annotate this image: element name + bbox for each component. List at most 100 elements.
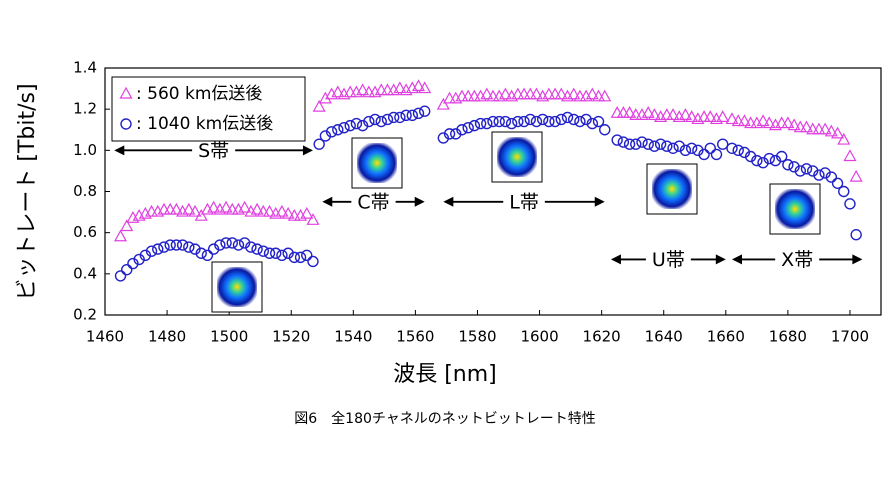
circle-marker bbox=[332, 124, 344, 136]
circle-marker bbox=[561, 111, 574, 124]
circle-marker bbox=[710, 148, 723, 161]
legend-label: : 1040 km伝送後 bbox=[136, 114, 273, 134]
circle-marker bbox=[356, 119, 369, 132]
constellation-image bbox=[775, 189, 815, 229]
triangle-marker bbox=[660, 108, 674, 120]
circle-marker bbox=[543, 115, 555, 128]
y-tick-label: 0.6 bbox=[73, 223, 97, 241]
band-label: S帯 bbox=[198, 140, 229, 162]
circle-marker bbox=[375, 115, 387, 128]
y-tick-label: 1.4 bbox=[73, 59, 97, 77]
circle-marker bbox=[443, 128, 456, 140]
triangle-marker bbox=[616, 106, 630, 118]
circle-marker bbox=[164, 239, 176, 251]
circle-marker bbox=[201, 249, 214, 262]
y-tick-label: 1.0 bbox=[73, 141, 97, 159]
triangle-marker bbox=[163, 202, 177, 215]
circle-marker bbox=[133, 253, 145, 266]
triangle-marker bbox=[592, 89, 606, 102]
circle-marker bbox=[592, 115, 605, 128]
circle-marker bbox=[825, 171, 838, 183]
circle-marker bbox=[518, 115, 530, 128]
caption: 図6 全180チャネルのネットビットレート特性 bbox=[294, 410, 596, 427]
triangle-marker bbox=[182, 202, 196, 215]
triangle-marker bbox=[818, 122, 832, 135]
circle-marker bbox=[751, 154, 763, 167]
triangle-marker bbox=[250, 202, 264, 215]
circle-marker bbox=[307, 255, 319, 268]
circle-marker bbox=[170, 239, 183, 251]
triangle-marker bbox=[312, 99, 326, 112]
circle-marker bbox=[599, 124, 611, 136]
arrow-head bbox=[443, 196, 454, 207]
x-tick-label: 1520 bbox=[272, 328, 310, 346]
circle-marker bbox=[412, 107, 425, 119]
triangle-marker bbox=[849, 169, 863, 182]
circle-marker bbox=[574, 115, 586, 128]
circle-marker bbox=[288, 251, 301, 264]
x-tick-label: 1600 bbox=[520, 328, 558, 346]
circle-marker bbox=[301, 249, 313, 262]
triangle-marker bbox=[517, 87, 531, 100]
circle-marker bbox=[630, 138, 642, 150]
circle-marker bbox=[726, 142, 738, 154]
y-tick-label: 0.8 bbox=[73, 182, 97, 200]
circle-marker bbox=[580, 113, 592, 126]
circle-marker bbox=[381, 113, 394, 126]
triangle-marker bbox=[548, 87, 562, 100]
circle-marker bbox=[195, 247, 207, 259]
triangle-marker bbox=[756, 114, 770, 127]
circle-marker bbox=[648, 140, 661, 152]
triangle-marker bbox=[393, 81, 407, 94]
triangle-marker bbox=[744, 116, 758, 129]
x-axis-label: 波長 [nm] bbox=[393, 362, 497, 387]
triangle-marker bbox=[145, 204, 159, 217]
circle-marker bbox=[319, 130, 332, 142]
circle-marker bbox=[788, 161, 800, 173]
triangle-marker bbox=[498, 87, 512, 100]
circle-marker bbox=[363, 115, 375, 128]
circle-marker bbox=[214, 239, 226, 251]
circle-marker bbox=[121, 264, 133, 276]
triangle-marker bbox=[725, 112, 739, 125]
circle-marker bbox=[807, 165, 819, 177]
circle-marker bbox=[611, 134, 623, 146]
circle-marker bbox=[114, 270, 127, 282]
triangle-marker bbox=[641, 106, 655, 118]
circle-marker bbox=[232, 239, 245, 251]
y-axis-label: ビットレート [Tbit/s] bbox=[15, 83, 40, 300]
circle-marker bbox=[276, 249, 288, 262]
triangle-marker bbox=[306, 213, 320, 225]
triangle-marker bbox=[623, 106, 637, 118]
triangle-marker bbox=[598, 89, 612, 102]
circle-marker bbox=[419, 105, 431, 117]
circle-marker bbox=[245, 241, 257, 253]
arrow-head bbox=[715, 254, 726, 265]
x-tick-label: 1560 bbox=[396, 328, 434, 346]
triangle-marker bbox=[573, 89, 587, 102]
circle-marker bbox=[623, 138, 636, 150]
triangle-marker bbox=[716, 110, 730, 123]
triangle-marker bbox=[610, 106, 624, 118]
circle-marker bbox=[813, 169, 825, 181]
triangle-marker bbox=[837, 132, 851, 145]
circle-marker bbox=[369, 113, 381, 126]
constellation-image bbox=[217, 267, 257, 307]
circle-marker bbox=[654, 138, 667, 150]
x-tick-label: 1480 bbox=[148, 328, 186, 346]
circle-marker bbox=[220, 237, 232, 249]
triangle-marker bbox=[455, 89, 469, 102]
circle-marker bbox=[757, 156, 769, 169]
legend-label: : 560 km伝送後 bbox=[136, 84, 262, 104]
legend-box bbox=[111, 76, 306, 142]
circle-marker bbox=[850, 229, 862, 241]
triangle-marker bbox=[511, 87, 525, 100]
triangle-marker bbox=[843, 149, 857, 162]
circle-marker bbox=[139, 249, 152, 262]
triangle-marker bbox=[418, 81, 432, 94]
constellation-image bbox=[357, 143, 397, 183]
circle-marker bbox=[400, 109, 412, 122]
triangle-marker bbox=[331, 85, 345, 98]
circle-marker bbox=[152, 243, 164, 255]
triangle-marker bbox=[188, 204, 202, 217]
